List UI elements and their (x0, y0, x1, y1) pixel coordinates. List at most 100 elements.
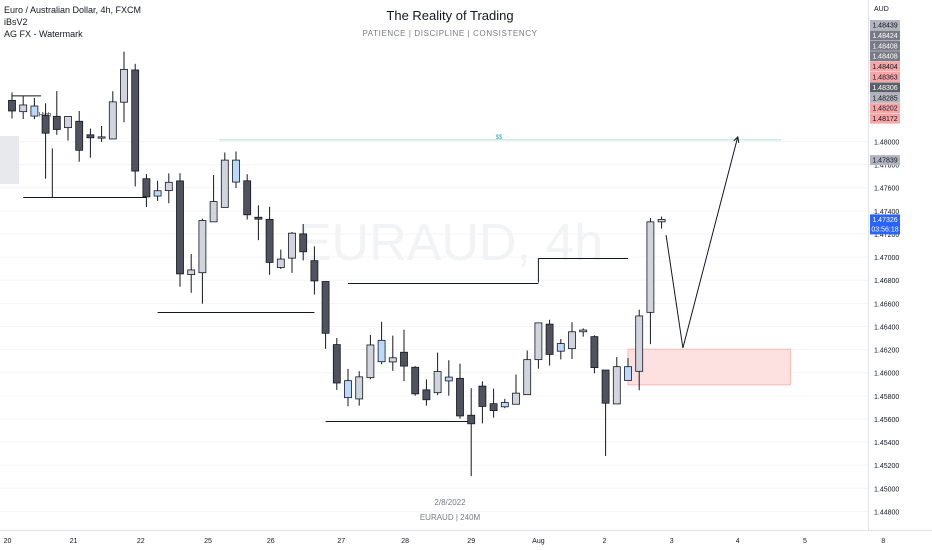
projection-path[interactable] (665, 136, 739, 349)
price-tick-label: 1.47400 (874, 209, 899, 216)
candle-body (64, 116, 72, 129)
candle (220, 152, 229, 208)
indicator-ibsv2[interactable]: iBsV2 (4, 17, 28, 27)
candle (187, 253, 196, 293)
levels-layer[interactable]: High$$ (12, 95, 781, 422)
candle-body (422, 389, 431, 401)
candle (299, 224, 308, 261)
candle (232, 151, 240, 188)
demand-zone-layer[interactable] (627, 348, 791, 386)
price-tag: 1.48285 (872, 95, 897, 102)
candle-body (411, 366, 420, 395)
time-tick-label: 8 (881, 538, 885, 545)
candle-body (288, 232, 296, 259)
price-tag: 1.48202 (872, 106, 897, 113)
candle-body (388, 357, 397, 363)
price-tick-label: 1.47800 (874, 163, 899, 170)
candle-body (523, 359, 532, 396)
candle-body (243, 180, 252, 216)
candle (86, 128, 95, 158)
price-tag: 1.48404 (872, 64, 897, 71)
candle (467, 388, 476, 477)
candle (422, 379, 431, 406)
candle (276, 249, 285, 270)
candle (288, 232, 296, 273)
price-tick-label: 1.46800 (874, 278, 899, 285)
candle (556, 338, 565, 360)
candle-body (612, 366, 621, 405)
target-marker: $$ (496, 135, 503, 141)
price-tick-label: 1.45400 (874, 440, 899, 447)
price-tick-label: 1.44800 (874, 509, 899, 516)
candle-body (97, 136, 106, 139)
candle-body (299, 233, 308, 253)
candle-body (75, 120, 84, 151)
time-tick-label: 27 (337, 538, 345, 545)
price-tag-bg (870, 30, 900, 41)
symbol-line[interactable]: Euro / Australian Dollar, 4h, FXCM (4, 5, 142, 15)
indicator-watermark[interactable]: AG FX - Watermark (4, 29, 83, 39)
candle-body (355, 376, 364, 400)
candle (635, 309, 644, 391)
candle (433, 352, 442, 396)
time-axis-ticks: 20 21 22 25 26 27 28 29 Aug 2 3 4 5 8 (4, 538, 886, 545)
candle (377, 321, 386, 365)
candles-layer (8, 51, 666, 477)
candle-body (366, 344, 375, 379)
candle (75, 110, 84, 162)
candle (97, 126, 106, 142)
price-tick-label: 1.47600 (874, 186, 899, 193)
price-tick-label: 1.46200 (874, 348, 899, 355)
candle-body (321, 281, 330, 334)
projection-path-layer[interactable] (665, 135, 740, 349)
last-price-label: 1.47326 (872, 217, 897, 224)
price-tick-label: 1.46600 (874, 301, 899, 308)
candle (388, 335, 397, 371)
price-tag: 1.48363 (872, 75, 897, 82)
price-tick-label: 1.45600 (874, 417, 899, 424)
candle (523, 350, 532, 396)
candle (456, 363, 464, 419)
candle-body (41, 114, 50, 134)
candle-body (568, 331, 576, 350)
time-tick-label: 4 (736, 538, 740, 545)
price-tick-label: 1.46000 (874, 371, 899, 378)
candle-body (131, 69, 140, 172)
candle (52, 91, 61, 135)
countdown-label: 03:56:18 (871, 226, 898, 233)
candle-body (153, 190, 162, 197)
candle-body (489, 403, 498, 412)
price-tag-bg (870, 72, 900, 82)
candle (545, 319, 554, 366)
candle (568, 322, 576, 360)
candle-body (220, 159, 229, 208)
price-tag-bg (870, 103, 900, 114)
currency-label: AUD (874, 6, 889, 13)
candle (176, 173, 184, 287)
candle-body (276, 258, 285, 268)
candle (120, 51, 128, 123)
candle (8, 92, 16, 119)
candle (243, 174, 252, 220)
price-tag-bg (870, 113, 900, 124)
candle (198, 218, 207, 304)
price-tag-bg (870, 20, 900, 30)
price-tag: 1.48424 (872, 33, 897, 40)
candle (321, 281, 330, 349)
candle-body (265, 218, 274, 263)
candle-body (120, 69, 128, 103)
candle (400, 329, 408, 382)
candle-body (254, 216, 263, 220)
candle (624, 358, 632, 381)
candle-body (512, 392, 520, 405)
candle-body (164, 181, 173, 192)
candle-body (646, 221, 655, 313)
demand-zone-rect[interactable] (627, 348, 791, 386)
price-tag: 1.48306 (872, 85, 897, 92)
candle (131, 63, 140, 187)
candle (579, 328, 588, 337)
candle (489, 388, 498, 418)
candle-body (657, 219, 666, 223)
